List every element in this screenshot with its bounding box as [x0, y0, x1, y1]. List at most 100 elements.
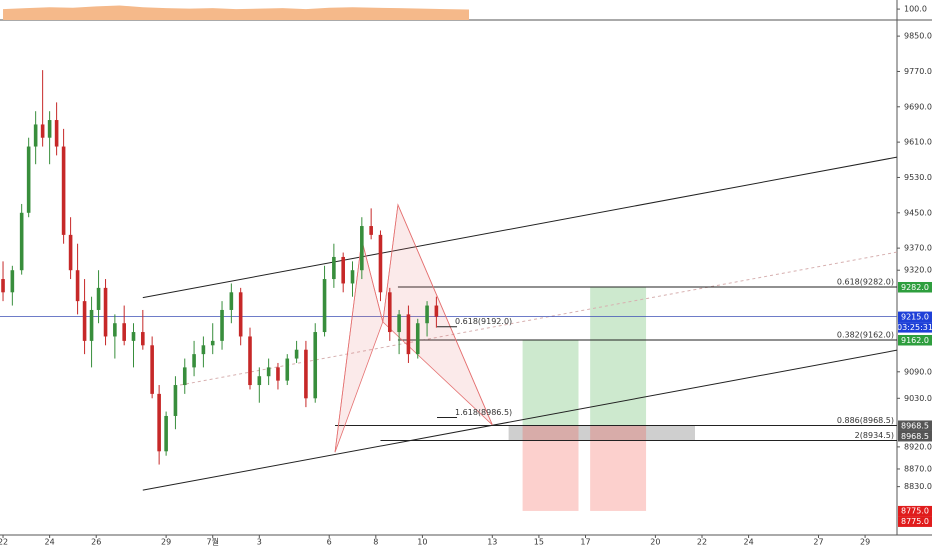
- x-tick-label: 20: [650, 538, 660, 547]
- candle-body: [220, 309, 224, 341]
- candle-body: [425, 305, 429, 324]
- price-tag-label: 9162.0: [901, 336, 929, 345]
- price-tag: [898, 334, 932, 346]
- loss-zone: [590, 425, 647, 511]
- candle-body: [61, 146, 66, 235]
- y-tick-label: 9610.0: [904, 138, 932, 147]
- candle-body: [19, 212, 24, 271]
- candle-body: [164, 415, 168, 452]
- trendline: [142, 156, 898, 299]
- x-tick-label: 7월: [206, 537, 218, 547]
- candle-body: [322, 279, 327, 333]
- candle-body: [248, 336, 252, 386]
- y-tick-label: 8920.0: [904, 442, 932, 451]
- candle-body: [397, 314, 401, 333]
- candle-body: [238, 292, 243, 337]
- fib-level-label: 0.382(9162.0): [837, 330, 894, 339]
- candle-body: [434, 305, 439, 317]
- candle-body: [89, 309, 94, 341]
- candle-body: [192, 354, 196, 368]
- pattern-label: 0.618(9192.0): [455, 317, 512, 326]
- y-tick-label: 9690.0: [904, 102, 932, 111]
- price-tag-label: 8968.5: [901, 421, 929, 430]
- candle-body: [33, 124, 38, 147]
- x-tick-label: 27: [813, 538, 823, 547]
- x-tick-label: 3: [257, 538, 262, 547]
- price-tag: [898, 516, 932, 527]
- countdown: 03:25:31: [897, 323, 932, 332]
- x-tick-label: 15: [534, 538, 544, 547]
- candle-body: [313, 332, 318, 399]
- fib-level-label: 0.618(9282.0): [837, 277, 894, 286]
- price-tag: [898, 505, 932, 517]
- x-tick-label: 24: [45, 538, 55, 547]
- candle-body: [150, 345, 154, 394]
- y-tick-label: 9370.0: [904, 244, 932, 253]
- y-tick-label: 9030.0: [904, 394, 932, 403]
- candle-body: [285, 358, 290, 381]
- candle-body: [10, 270, 15, 293]
- candle-body: [201, 345, 206, 355]
- price-tag-label: 8968.5: [901, 432, 929, 441]
- x-tick-label: 29: [161, 538, 171, 547]
- zone-box: [508, 425, 696, 441]
- candle-body: [276, 367, 280, 381]
- candle-body: [378, 234, 383, 293]
- candle-body: [332, 256, 336, 280]
- y-tick-label: 9850.0: [904, 32, 932, 41]
- fib-level-label: 2(8934.5): [855, 431, 894, 440]
- price-tag-label: 8775.0: [901, 517, 929, 526]
- candle-body: [40, 124, 45, 138]
- candle-body: [1, 279, 5, 293]
- x-tick-label: 22: [0, 538, 8, 547]
- x-tick-label: 6: [327, 538, 332, 547]
- candle-body: [122, 323, 126, 341]
- x-tick-label: 24: [743, 538, 753, 547]
- x-tick-label: 26: [91, 538, 101, 547]
- y-tick-label: 9450.0: [904, 208, 932, 217]
- profit-zone: [590, 286, 647, 426]
- candle-body: [210, 340, 215, 346]
- price-tag-label: 9215.0: [901, 312, 929, 321]
- trendline: [142, 349, 898, 491]
- indicator-tick-label: 100.0: [904, 5, 927, 14]
- candle-body: [26, 146, 31, 213]
- candle-body: [406, 314, 411, 355]
- price-tag: [898, 311, 932, 323]
- candle-body: [304, 349, 308, 399]
- x-tick-label: 29: [860, 538, 870, 547]
- candle-body: [360, 226, 364, 271]
- candle-body: [257, 376, 262, 386]
- y-tick-label: 8870.0: [904, 464, 932, 473]
- price-tag: [898, 420, 932, 431]
- y-tick-label: 9320.0: [904, 266, 932, 275]
- candle-body: [68, 234, 73, 271]
- candle-body: [369, 226, 373, 235]
- trendline: [180, 251, 898, 386]
- y-tick-label: 9090.0: [904, 367, 932, 376]
- candle-body: [54, 120, 59, 147]
- candle-body: [75, 270, 80, 302]
- candle-body: [113, 323, 117, 337]
- candle-body: [82, 301, 87, 341]
- candle-body: [173, 385, 178, 416]
- profit-zone: [522, 339, 579, 426]
- x-tick-label: 17: [580, 538, 590, 547]
- pattern-label: 1.618(8986.5): [455, 408, 512, 417]
- loss-zone: [522, 425, 579, 511]
- price-tag: [898, 430, 932, 442]
- candle-body: [266, 367, 271, 377]
- candle-body: [415, 323, 420, 355]
- indicator-area: [3, 5, 470, 20]
- countdown-box: [898, 322, 932, 333]
- candle-body: [96, 287, 101, 310]
- pattern-line: [334, 203, 493, 453]
- candle-body: [131, 332, 136, 341]
- price-tag: [898, 281, 932, 293]
- candle-body: [157, 393, 161, 452]
- candle-body: [182, 367, 187, 386]
- candle-body: [141, 332, 145, 346]
